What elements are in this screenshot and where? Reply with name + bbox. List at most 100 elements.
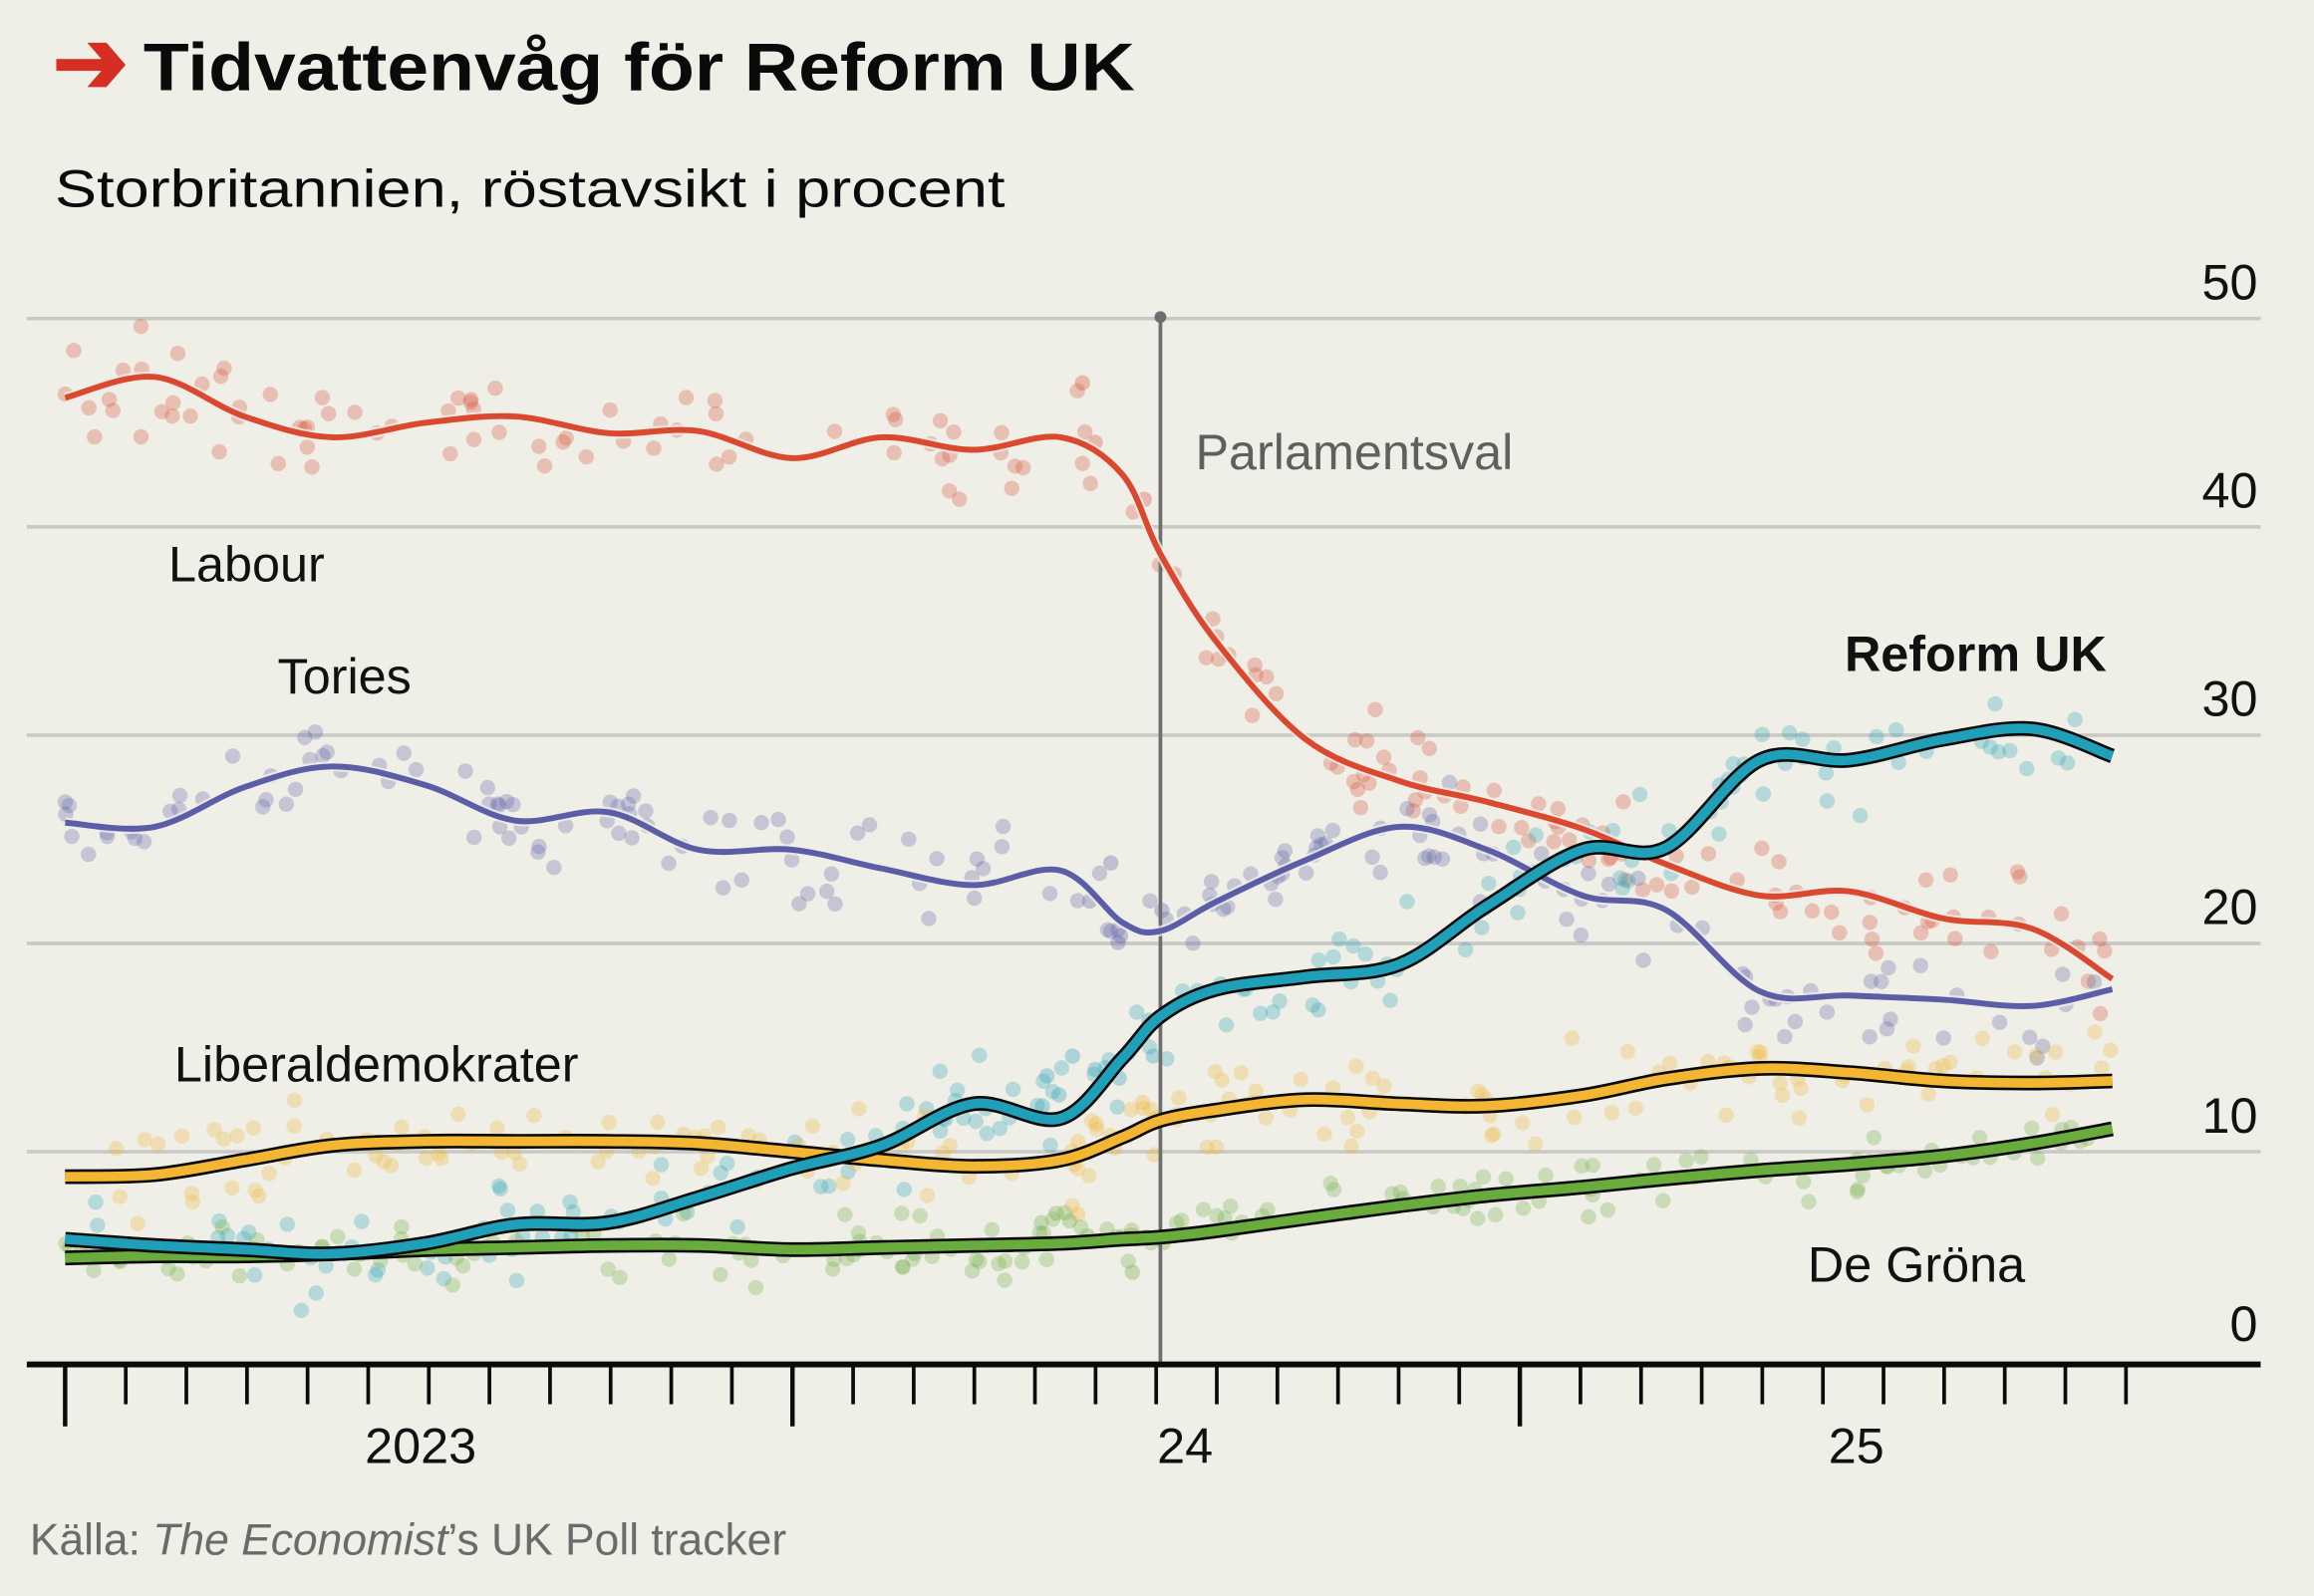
poll-dot xyxy=(1751,1048,1768,1065)
poll-dot xyxy=(1771,854,1787,870)
poll-dot xyxy=(779,829,795,845)
poll-dot xyxy=(1430,1179,1446,1195)
poll-dot xyxy=(1559,912,1575,928)
y-tick-label: 50 xyxy=(2202,254,2258,311)
poll-dot xyxy=(1325,948,1341,965)
label-reform-uk: Reform UK xyxy=(1845,626,2107,682)
poll-dot xyxy=(531,838,547,855)
poll-dot xyxy=(703,809,719,826)
poll-dot xyxy=(454,1257,471,1274)
poll-dot xyxy=(747,1279,764,1296)
poll-dot xyxy=(770,811,786,828)
poll-dot xyxy=(1207,1063,1224,1080)
poll-dot xyxy=(895,1259,911,1275)
poll-dot xyxy=(137,1132,152,1148)
poll-dot xyxy=(753,815,769,831)
poll-dot xyxy=(1346,731,1363,748)
poll-dot xyxy=(1581,866,1596,882)
poll-dot xyxy=(1310,952,1326,968)
poll-dot xyxy=(240,1224,257,1240)
poll-dot xyxy=(57,794,74,810)
poll-dot xyxy=(1793,1080,1809,1097)
poll-dot xyxy=(1879,1021,1895,1037)
poll-dot xyxy=(1417,850,1433,867)
poll-dot xyxy=(1248,1083,1264,1099)
poll-dot xyxy=(1581,853,1597,869)
poll-dot xyxy=(994,839,1011,855)
poll-dot xyxy=(1634,882,1651,898)
poll-dot xyxy=(1890,754,1906,771)
poll-dot xyxy=(1352,799,1369,816)
poll-dot xyxy=(1850,1181,1867,1197)
source-publication: The Economist xyxy=(152,1516,449,1565)
poll-dot xyxy=(813,1179,829,1195)
poll-dot xyxy=(1749,1043,1766,1060)
poll-dot xyxy=(1581,1208,1596,1225)
poll-dot xyxy=(1426,849,1443,866)
y-tick-label: 0 xyxy=(2230,1295,2258,1352)
poll-dot xyxy=(555,434,571,450)
poll-dot xyxy=(136,834,152,850)
poll-dot xyxy=(1274,850,1291,866)
poll-dot xyxy=(901,831,917,848)
poll-dot xyxy=(895,1258,911,1275)
label-liberaldemokrater: Liberaldemokrater xyxy=(174,1035,579,1092)
poll-dot xyxy=(1357,945,1373,962)
poll-dot xyxy=(169,346,186,362)
poll-dot xyxy=(434,1151,449,1167)
poll-dot xyxy=(1258,1110,1275,1126)
poll-dot xyxy=(929,851,945,867)
poll-dot xyxy=(2009,864,2026,880)
poll-dot xyxy=(912,1207,928,1224)
poll-dot xyxy=(1573,927,1590,943)
poll-dot xyxy=(1631,786,1648,803)
poll-dot xyxy=(529,1203,545,1219)
poll-dot xyxy=(1199,1139,1216,1156)
poll-dot xyxy=(1322,1176,1338,1192)
poll-dot xyxy=(1515,1200,1532,1216)
trend-line-tories xyxy=(65,763,2114,1009)
poll-dot xyxy=(861,817,878,833)
poll-dot xyxy=(1185,935,1201,951)
poll-dot xyxy=(246,1267,263,1283)
poll-dot xyxy=(2080,973,2097,989)
poll-dot xyxy=(1324,822,1341,839)
poll-dot xyxy=(1600,876,1617,893)
poll-dot xyxy=(165,395,181,411)
poll-dot xyxy=(255,799,271,815)
poll-dot xyxy=(1102,923,1119,939)
poll-dot xyxy=(1203,874,1220,890)
poll-dot xyxy=(1367,701,1383,718)
poll-dot xyxy=(1392,1184,1408,1200)
poll-dot xyxy=(536,458,553,474)
poll-dot xyxy=(1635,952,1651,968)
poll-dot xyxy=(1091,865,1108,882)
poll-dot xyxy=(700,1148,716,1165)
poll-dot xyxy=(921,911,937,927)
poll-dot xyxy=(149,1136,166,1153)
y-tick-label: 10 xyxy=(2202,1087,2258,1144)
poll-dot xyxy=(850,1224,867,1241)
poll-dot xyxy=(1869,728,1884,745)
poll-dot xyxy=(1801,1194,1817,1209)
poll-dot xyxy=(1852,807,1869,824)
poll-dot xyxy=(964,1263,981,1279)
poll-dot xyxy=(1888,721,1904,738)
poll-dot xyxy=(1753,1044,1769,1060)
poll-dot xyxy=(612,1269,628,1285)
poll-dot xyxy=(278,796,295,812)
poll-dot xyxy=(1862,915,1878,931)
poll-dot xyxy=(1112,928,1129,944)
poll-dot xyxy=(1678,1153,1694,1169)
poll-dot xyxy=(88,1194,104,1210)
poll-dot xyxy=(489,796,506,812)
poll-dot xyxy=(1754,726,1771,743)
poll-dot xyxy=(1947,931,1963,946)
poll-dot xyxy=(1774,1087,1791,1103)
poll-dot xyxy=(2086,973,2103,990)
poll-dot xyxy=(1072,1219,1089,1235)
poll-dot xyxy=(1616,872,1633,889)
poll-dot xyxy=(1920,1086,1936,1102)
poll-dot xyxy=(678,390,695,405)
poll-dot xyxy=(1316,1126,1332,1143)
